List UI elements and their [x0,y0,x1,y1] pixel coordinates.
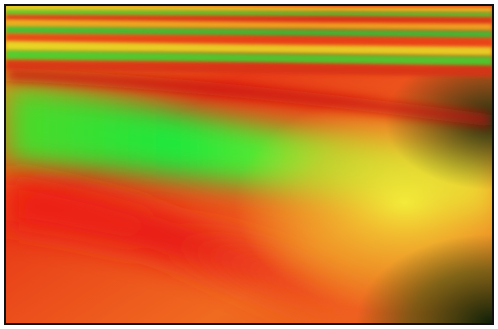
stripe [6,9,492,18]
gradient-image-frame [4,4,494,325]
stripe [6,14,492,24]
stripe [6,33,492,47]
abstract-gradient-image [6,6,492,323]
stripe [6,50,492,66]
stripe [6,20,492,31]
horizontal-stripes [6,6,492,77]
stripe [6,59,492,77]
red-streak [6,67,492,127]
stripe [6,41,492,56]
stripe [6,26,492,38]
